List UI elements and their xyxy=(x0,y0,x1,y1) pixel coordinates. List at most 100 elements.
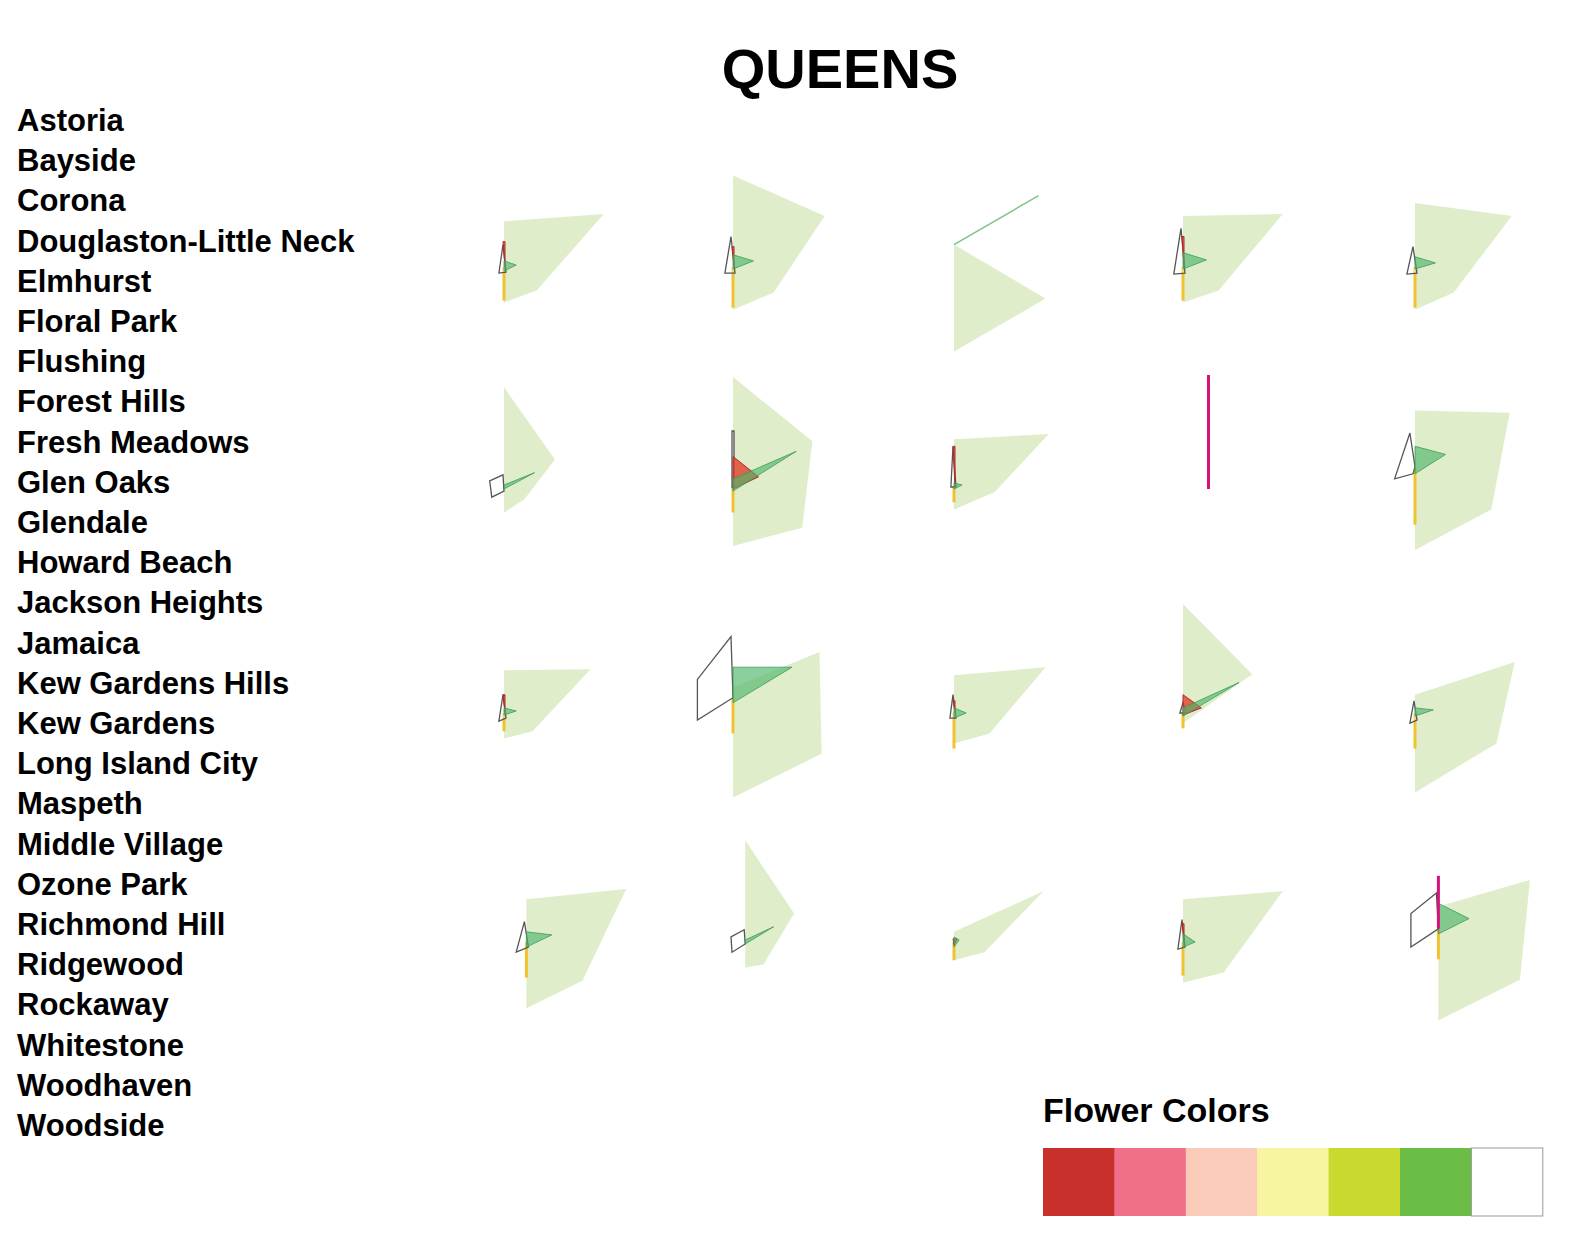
flower-green xyxy=(733,451,796,491)
category-label: Middle Village xyxy=(17,827,223,862)
flower xyxy=(731,840,794,967)
flower-white xyxy=(1395,433,1415,479)
flower-leaf xyxy=(1183,891,1283,983)
flower-leaf xyxy=(733,377,812,546)
category-label: Ozone Park xyxy=(17,867,188,902)
category-label: Long Island City xyxy=(17,746,259,781)
flower xyxy=(954,196,1046,352)
category-label: Glen Oaks xyxy=(17,465,170,500)
flower-pink xyxy=(1207,375,1210,489)
flower xyxy=(1180,604,1252,728)
flower-leaf xyxy=(733,652,822,798)
flower xyxy=(1395,411,1510,550)
flower-leaf xyxy=(954,667,1046,743)
flower-green xyxy=(954,483,962,489)
flower-green xyxy=(504,708,516,715)
flower-green xyxy=(1415,257,1435,269)
flower-white xyxy=(1411,893,1439,947)
category-label: Floral Park xyxy=(17,304,178,339)
flower xyxy=(951,434,1049,509)
category-label: Elmhurst xyxy=(17,264,151,299)
category-label: Howard Beach xyxy=(17,545,232,580)
category-label: Whitestone xyxy=(17,1028,184,1063)
legend-swatch xyxy=(1186,1148,1258,1216)
flower-green xyxy=(526,932,551,947)
flower-leaf xyxy=(504,387,555,512)
legend-swatch xyxy=(1400,1148,1472,1216)
category-label: Forest Hills xyxy=(17,384,186,419)
flower-leaf xyxy=(504,214,604,303)
flower-line xyxy=(954,196,1039,245)
legend-title: Flower Colors xyxy=(1043,1091,1270,1129)
legend-swatch xyxy=(1114,1148,1186,1216)
flower-leaf xyxy=(1183,214,1283,303)
flower xyxy=(490,387,555,512)
flower-leaf xyxy=(954,434,1049,509)
flower-leaf xyxy=(954,245,1046,352)
flower-leaf xyxy=(733,175,825,309)
flower xyxy=(950,667,1046,748)
flower xyxy=(1410,662,1515,792)
category-label: Ridgewood xyxy=(17,947,184,982)
flower xyxy=(499,669,591,738)
category-label: Richmond Hill xyxy=(17,907,225,942)
flower-green xyxy=(1183,253,1206,269)
category-label: Rockaway xyxy=(17,987,169,1022)
category-label: Flushing xyxy=(17,344,146,379)
flower xyxy=(499,214,604,303)
flower-leaf xyxy=(745,840,794,967)
category-label: Jackson Heights xyxy=(17,585,263,620)
legend-swatch xyxy=(1329,1148,1401,1216)
category-label: Maspeth xyxy=(17,786,143,821)
flower-leaf xyxy=(504,669,591,738)
flower-red xyxy=(953,446,955,487)
flower-pink xyxy=(1437,876,1440,929)
flower xyxy=(725,175,825,309)
title: QUEENS xyxy=(722,37,959,100)
flower-leaf xyxy=(1415,411,1510,550)
flower-leaf xyxy=(526,889,626,1008)
flower-leaf xyxy=(1438,880,1530,1021)
category-label: Woodside xyxy=(17,1108,165,1143)
flower-white xyxy=(951,446,956,487)
flower-stem xyxy=(1414,469,1417,525)
flower-green xyxy=(1415,446,1446,474)
flower-leaf xyxy=(954,891,1044,960)
flower-green xyxy=(1183,934,1195,947)
flower-green xyxy=(1183,683,1239,717)
legend-swatch xyxy=(1043,1148,1115,1216)
flower xyxy=(1407,203,1512,310)
category-label: Glendale xyxy=(17,505,148,540)
flower xyxy=(732,377,812,546)
flower-leaf xyxy=(1415,662,1515,792)
flower xyxy=(1208,375,1209,489)
flower-green xyxy=(504,261,516,271)
flower-green xyxy=(504,473,535,489)
flower-green xyxy=(954,937,959,947)
category-label: Fresh Meadows xyxy=(17,425,250,460)
flower xyxy=(1411,876,1530,1021)
flower xyxy=(953,891,1044,960)
flower xyxy=(1178,891,1283,983)
flower-green xyxy=(954,708,966,718)
flower-white xyxy=(697,637,733,721)
category-label: Kew Gardens Hills xyxy=(17,666,289,701)
category-label: Bayside xyxy=(17,143,136,178)
flower xyxy=(516,889,626,1008)
flower-leaf xyxy=(1183,604,1252,723)
category-label: Corona xyxy=(17,183,126,218)
flower-green xyxy=(745,927,774,944)
flower-green xyxy=(733,667,792,703)
flower-white xyxy=(731,930,745,952)
flower-green xyxy=(1415,708,1433,716)
category-label: Douglaston-Little Neck xyxy=(17,224,355,259)
legend-swatch xyxy=(1257,1148,1329,1216)
legend-swatch xyxy=(1471,1148,1543,1216)
legend-border xyxy=(1471,1148,1542,1216)
chart: QUEENS Astoria Bayside Corona Douglaston-Lit… xyxy=(0,0,1596,1233)
category-label: Kew Gardens xyxy=(17,706,215,741)
category-label: Astoria xyxy=(17,103,125,138)
flower xyxy=(697,637,821,798)
flower-green xyxy=(733,255,753,269)
flower-leaf xyxy=(1415,203,1512,310)
